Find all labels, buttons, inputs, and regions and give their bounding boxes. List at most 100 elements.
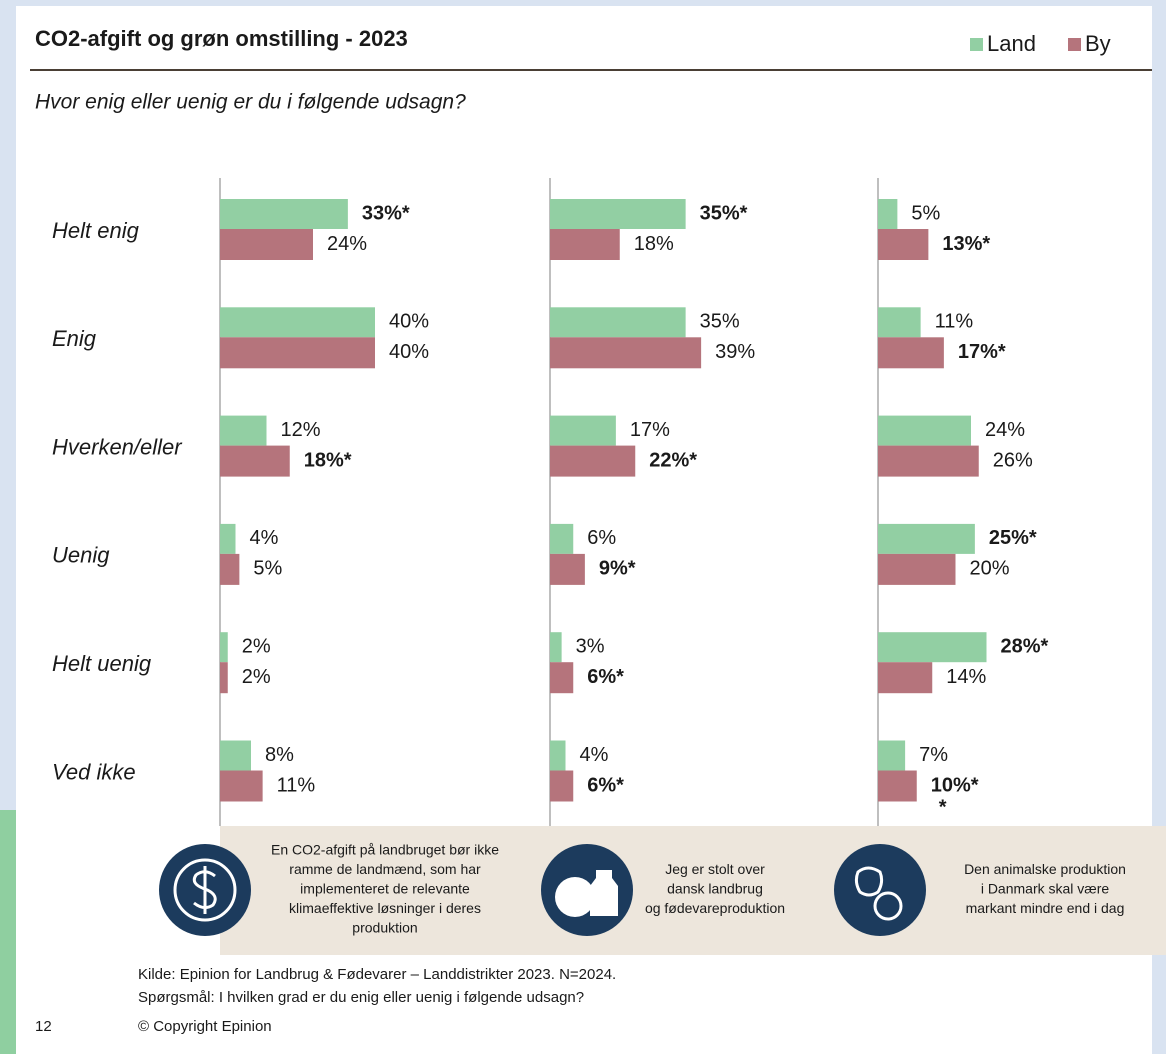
panel-caption: Den animalske produktion — [964, 861, 1126, 877]
side-band — [0, 810, 16, 1054]
bar — [550, 740, 566, 771]
bar — [878, 632, 987, 663]
value-label: 20% — [970, 558, 1010, 580]
bar — [220, 632, 228, 663]
bar — [550, 415, 616, 446]
source: Kilde: Epinion for Landbrug & Fødevarer … — [138, 966, 616, 983]
value-label: 40% — [389, 341, 429, 363]
bar — [550, 337, 702, 369]
bar — [878, 740, 906, 771]
value-label: 17% — [630, 419, 670, 441]
panel-caption: En CO2-afgift på landbruget bør ikke — [271, 842, 499, 858]
legend-swatch — [1068, 38, 1081, 51]
row-label: Enig — [52, 326, 97, 351]
value-label: 24% — [985, 419, 1025, 441]
value-label: 6%* — [587, 666, 624, 688]
value-label: 17%* — [958, 341, 1006, 363]
value-label: 3% — [576, 635, 605, 657]
value-label: 33%* — [362, 202, 410, 224]
value-label: 39% — [715, 341, 755, 363]
value-label: 13%* — [942, 233, 990, 255]
value-label: 11% — [277, 774, 316, 796]
chart-title: CO2-afgift og grøn omstilling - 2023 — [35, 26, 408, 51]
value-label: 26% — [993, 449, 1033, 471]
value-label: 2% — [242, 635, 271, 657]
bar — [550, 632, 562, 663]
bar — [220, 662, 228, 694]
bar — [550, 445, 636, 477]
bar — [878, 199, 898, 229]
bar — [220, 523, 236, 554]
question: Spørgsmål: I hvilken grad er du enig ell… — [138, 989, 584, 1006]
legend-swatch — [970, 38, 983, 51]
value-label: 22%* — [649, 449, 697, 471]
icon-animals — [834, 844, 926, 936]
bar — [878, 523, 975, 554]
bar — [550, 770, 574, 802]
value-label: 8% — [265, 744, 294, 766]
value-label: 24% — [327, 233, 367, 255]
panel-caption: produktion — [352, 920, 417, 936]
bar — [220, 415, 267, 446]
bar — [550, 523, 574, 554]
bar — [878, 415, 971, 446]
value-label: 14% — [946, 666, 986, 688]
bar — [550, 199, 686, 229]
bar — [878, 337, 944, 369]
legend-label: By — [1085, 31, 1111, 56]
bar — [220, 445, 290, 477]
panel-caption: og fødevareproduktion — [645, 900, 785, 916]
row-label: Helt uenig — [52, 651, 152, 676]
bar — [550, 662, 574, 694]
value-label: 12% — [281, 419, 321, 441]
row-label: Ved ikke — [52, 759, 136, 784]
page-number: 12 — [35, 1018, 52, 1035]
bar — [220, 307, 375, 338]
panel-caption: implementeret de relevante — [300, 881, 470, 897]
value-label: 4% — [250, 527, 279, 549]
panel-caption: Jeg er stolt over — [665, 861, 765, 877]
bar — [220, 199, 348, 229]
bar — [220, 229, 313, 260]
value-label: 9%* — [599, 558, 636, 580]
bar — [220, 553, 240, 585]
bar — [220, 770, 263, 802]
panel-caption: ramme de landmænd, som har — [289, 861, 481, 877]
panel-caption: dansk landbrug — [667, 881, 763, 897]
bar — [878, 307, 921, 338]
value-label: 28%* — [1001, 635, 1049, 657]
row-label: Helt enig — [52, 218, 140, 243]
value-label: 18% — [634, 233, 674, 255]
value-label: 5% — [253, 558, 282, 580]
bar — [550, 553, 585, 585]
bar — [878, 445, 979, 477]
value-label: 10%* — [931, 774, 979, 796]
bar — [220, 337, 375, 369]
value-label: * — [939, 796, 947, 818]
bar — [550, 229, 620, 260]
value-label: 35%* — [700, 202, 748, 224]
value-label: 11% — [935, 311, 974, 333]
value-label: 4% — [580, 744, 609, 766]
value-label: 5% — [911, 202, 940, 224]
bar — [550, 307, 686, 338]
value-label: 2% — [242, 666, 271, 688]
value-label: 25%* — [989, 527, 1037, 549]
bar — [220, 740, 251, 771]
value-label: 6%* — [587, 774, 624, 796]
value-label: 6% — [587, 527, 616, 549]
subtitle: Hvor enig eller uenig er du i følgende u… — [35, 91, 466, 114]
row-label: Hverken/eller — [52, 434, 183, 459]
copyright: © Copyright Epinion — [138, 1018, 272, 1035]
value-label: 18%* — [304, 449, 352, 471]
panel-caption: markant mindre end i dag — [966, 900, 1125, 916]
bar — [878, 553, 956, 585]
bar — [878, 770, 917, 802]
caption-band — [220, 826, 1166, 955]
panel-caption: i Danmark skal være — [981, 881, 1110, 897]
value-label: 40% — [389, 311, 429, 333]
legend-label: Land — [987, 31, 1036, 56]
value-label: 7% — [919, 744, 948, 766]
icon-dollar — [159, 844, 251, 936]
